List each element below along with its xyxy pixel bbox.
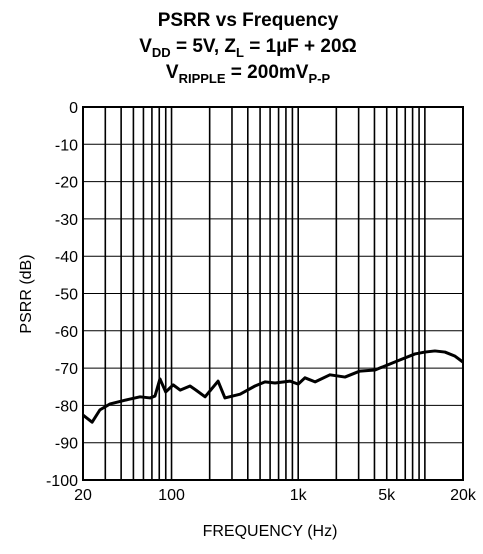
- x-tick-label: 5k: [378, 487, 396, 504]
- y-tick-label: -20: [55, 175, 78, 192]
- chart-subtitle: VRIPPLE = 200mVP-P: [166, 62, 331, 86]
- subtitle-text: = 5V, Z: [171, 36, 237, 57]
- subscript: P-P: [308, 71, 330, 86]
- y-axis-label: PSRR (dB): [18, 254, 35, 333]
- x-tick-label: 1k: [290, 487, 308, 504]
- y-tick-label: -90: [55, 436, 78, 453]
- y-tick-label: -60: [55, 324, 78, 341]
- subtitle-text: V: [139, 36, 152, 57]
- y-tick-label: -40: [55, 249, 78, 266]
- x-tick-label: 20: [74, 487, 92, 504]
- subtitle-text: V: [166, 62, 179, 83]
- subscript: DD: [152, 45, 171, 60]
- y-tick-label: -70: [55, 361, 78, 378]
- chart-subtitle: VDD = 5V, ZL = 1µF + 20Ω: [139, 36, 357, 60]
- subscript: L: [236, 45, 244, 60]
- y-tick-label: -30: [55, 212, 78, 229]
- subscript: RIPPLE: [179, 71, 226, 86]
- y-tick-label: -100: [46, 473, 78, 490]
- plot-frame: [82, 106, 464, 481]
- x-tick-label: 20k: [450, 487, 477, 504]
- y-tick-label: -80: [55, 398, 78, 415]
- y-tick-label: 0: [69, 100, 78, 117]
- y-tick-label: -50: [55, 287, 78, 304]
- chart-title: PSRR vs Frequency: [158, 10, 339, 31]
- x-axis-label: FREQUENCY (Hz): [203, 523, 338, 540]
- x-tick-label: 100: [158, 487, 185, 504]
- subtitle-text: = 1µF + 20Ω: [244, 36, 357, 57]
- data-line: [82, 349, 464, 424]
- y-tick-label: -10: [55, 137, 78, 154]
- subtitle-text: = 200mV: [226, 62, 309, 83]
